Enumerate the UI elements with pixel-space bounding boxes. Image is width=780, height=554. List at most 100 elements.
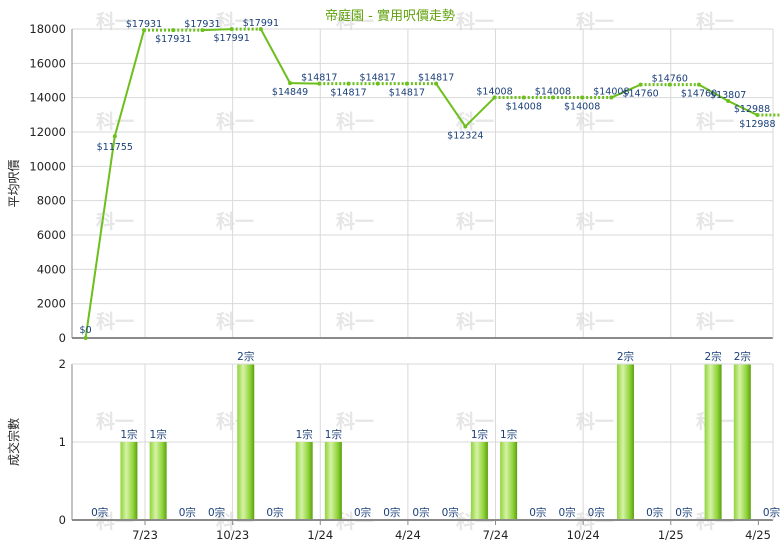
count-x-tick-label: 10/23 [216,528,249,542]
watermark-mark: 科一 [576,110,614,133]
price-line-segment [610,83,641,99]
price-data-label: $12324 [447,130,483,141]
price-data-point [83,336,88,340]
watermark-mark: 科一 [576,510,614,533]
count-y-ticks: 0 1 2 [59,357,66,527]
watermark-mark: 科一 [576,410,614,433]
count-data-label: 0宗 [354,506,371,519]
watermark-mark: 科一 [456,310,494,333]
price-y-tick-label: 18000 [29,22,66,36]
price-data-label: $17991 [243,18,279,29]
count-x-tick-label: 10/24 [567,528,600,542]
price-data-label: $11755 [97,142,133,153]
price-data-point [667,82,672,87]
price-data-label: $14817 [330,88,366,99]
price-y-tick-label: 6000 [37,228,66,242]
price-y-ticks: 0 2000 4000 6000 8000 10000 12000 14000 16000 180… [29,22,66,345]
price-data-label: $14008 [476,87,512,98]
price-y-tick-label: 14000 [29,91,66,105]
count-data-label: 0宗 [91,506,108,519]
price-data-point [375,81,380,86]
count-x-tick-label: 4/24 [395,528,421,542]
price-data-point [200,28,205,33]
price-data-label: $14849 [272,87,308,98]
count-y-tick-label: 0 [59,513,66,527]
count-grid [72,363,773,521]
price-data-label: $14008 [535,87,571,98]
price-data-point [492,95,497,100]
count-data-label: 1宗 [150,428,167,441]
count-data-label: 0宗 [588,506,605,519]
price-data-label: $14760 [652,74,688,85]
watermark-mark: 科一 [336,110,374,133]
count-data-label: 2宗 [734,350,751,363]
price-data-point [550,95,555,100]
count-y-tick-label: 2 [59,357,66,371]
price-y-tick-label: 12000 [29,125,66,139]
price-data-point [229,27,234,32]
count-bar [733,364,751,520]
price-data-label: $14817 [389,88,425,99]
count-bar-panel: 0 1 2 7/23 10/23 1/24 4/24 7/24 10/24 1/25 4/25 成… [6,350,780,542]
count-data-label: 2宗 [617,350,634,363]
price-data-point [404,81,409,86]
chart-title: 帝庭園 - 實用呎價走勢 [325,8,455,24]
price-data-label: $0 [80,325,92,336]
price-y-tick-label: 16000 [29,56,66,70]
price-y-tick-label: 0 [59,331,66,345]
count-x-tick-label: 7/24 [483,528,509,542]
price-data-label: $12988 [739,119,775,130]
count-data-label: 2宗 [237,350,254,363]
price-data-label: $14760 [681,89,717,100]
count-data-label: 0宗 [646,506,663,519]
watermark-mark: 科一 [216,210,254,233]
count-bar [500,442,518,520]
price-data-point [171,28,176,33]
watermark-mark: 科一 [336,10,374,33]
price-data-point [609,95,614,100]
watermark-mark: 科一 [456,10,494,33]
count-x-tick-label: 1/24 [307,528,333,542]
price-line-segment [259,28,291,84]
count-bar [149,442,167,520]
count-data-label: 1宗 [325,428,342,441]
count-data-label: 0宗 [442,506,459,519]
price-data-label: $12988 [734,104,770,115]
price-line-segment [290,82,320,85]
price-data-point [726,98,731,103]
price-y-tick-label: 8000 [37,194,66,208]
price-data-point [638,82,643,87]
watermark-mark: 科一 [216,310,254,333]
count-data-label: 0宗 [179,506,196,519]
price-data-label: $14008 [564,102,600,113]
price-data-label: $14008 [593,87,629,98]
price-data-label: $17931 [184,19,220,30]
watermark-mark: 科一 [336,410,374,433]
price-y-axis-title: 平均呎價 [7,159,21,207]
watermark-mark: 科一 [336,210,374,233]
count-x-tick-label: 7/23 [132,528,158,542]
count-x-tick-label: 1/25 [658,528,684,542]
count-bar [324,442,342,520]
price-data-label: $17931 [155,34,191,45]
watermark-mark: 科一 [96,410,134,433]
count-data-label: 1宗 [500,428,517,441]
watermark-mark: 科一 [96,10,134,33]
price-data-point [463,124,468,129]
watermark-mark: 科一 [696,10,734,33]
count-x-tick-label: 4/25 [745,528,771,542]
watermark-mark: 科一 [216,10,254,33]
price-y-tick-label: 2000 [37,297,66,311]
price-data-point [580,95,585,100]
count-bar [704,364,722,520]
price-y-tick-label: 10000 [29,159,66,173]
count-data-label: 0宗 [529,506,546,519]
price-data-point [142,28,147,33]
price-data-label: $14817 [360,73,396,84]
watermark-mark: 科一 [696,210,734,233]
price-y-tick-label: 4000 [37,262,66,276]
watermark-mark: 科一 [576,10,614,33]
price-line-segment [464,96,496,128]
